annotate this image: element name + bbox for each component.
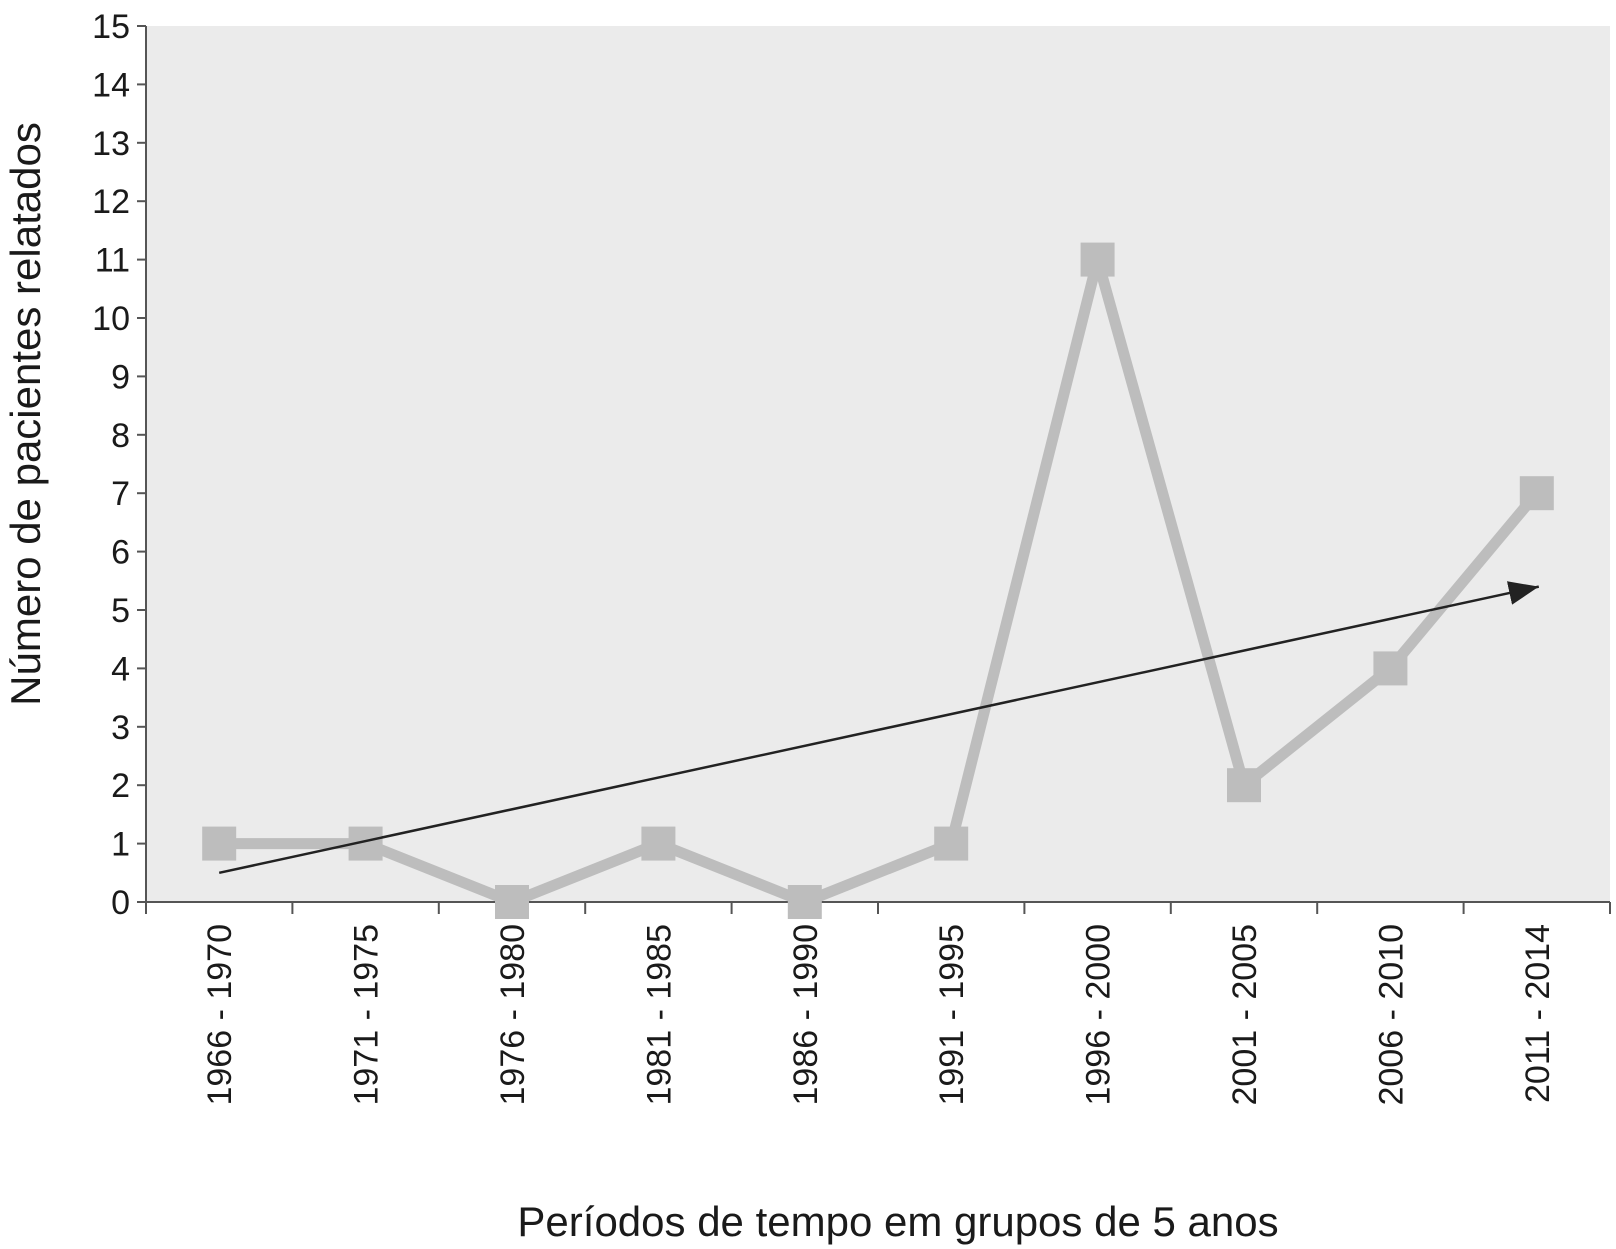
data-point-marker (1227, 768, 1261, 803)
y-tick-label: 7 (111, 475, 130, 513)
y-axis-title: Número de pacientes relatados (2, 122, 49, 706)
y-tick-label: 6 (111, 534, 130, 572)
x-axis-title: Períodos de tempo em grupos de 5 anos (517, 1198, 1278, 1245)
y-tick-label: 9 (111, 358, 130, 396)
y-tick-label: 15 (92, 8, 130, 46)
y-tick-label: 12 (92, 183, 130, 221)
trend-layer (218, 581, 1540, 875)
x-tick-label: 1976 - 1980 (494, 924, 532, 1106)
y-tick-label: 10 (92, 300, 130, 338)
x-tick-label: 2001 - 2005 (1226, 924, 1264, 1106)
series-line (219, 254, 1542, 908)
x-axis: 1966 - 1970 1971 - 1975 1976 - 1980 1981 - … (145, 901, 1611, 1106)
y-tick-label: 11 (95, 242, 130, 280)
y-tick-label: 8 (111, 417, 130, 455)
y-tick-label: 14 (92, 66, 130, 104)
series-layer (202, 242, 1554, 919)
y-tick-label: 0 (111, 884, 130, 922)
y-tick-label: 4 (111, 650, 130, 688)
x-tick-label: 1981 - 1985 (640, 924, 678, 1106)
x-tick-label: 2011 - 2014 (1519, 924, 1557, 1103)
plot-area (146, 26, 1610, 902)
x-tick-label: 1991 - 1995 (933, 924, 971, 1106)
data-point-marker (787, 885, 822, 919)
x-tick-label: 1996 - 2000 (1080, 924, 1118, 1106)
y-tick-label: 13 (92, 125, 130, 163)
x-tick-label: 1971 - 1975 (348, 924, 386, 1106)
x-tick-label: 1986 - 1990 (787, 924, 825, 1106)
data-point-marker (1080, 242, 1115, 277)
data-point-marker (202, 826, 237, 861)
y-tick-label: 1 (111, 826, 130, 864)
data-point-marker (934, 826, 969, 861)
data-point-marker (641, 826, 676, 861)
x-tick-label: 2006 - 2010 (1372, 924, 1410, 1106)
y-tick-label: 2 (111, 767, 130, 805)
trend-arrow (218, 581, 1540, 875)
data-point-marker (1373, 651, 1408, 686)
x-tick-label: 1966 - 1970 (201, 924, 239, 1106)
data-point-marker (495, 885, 529, 919)
y-tick-label: 3 (111, 709, 130, 747)
y-tick-label: 5 (111, 592, 130, 630)
data-point-marker (1519, 476, 1554, 511)
